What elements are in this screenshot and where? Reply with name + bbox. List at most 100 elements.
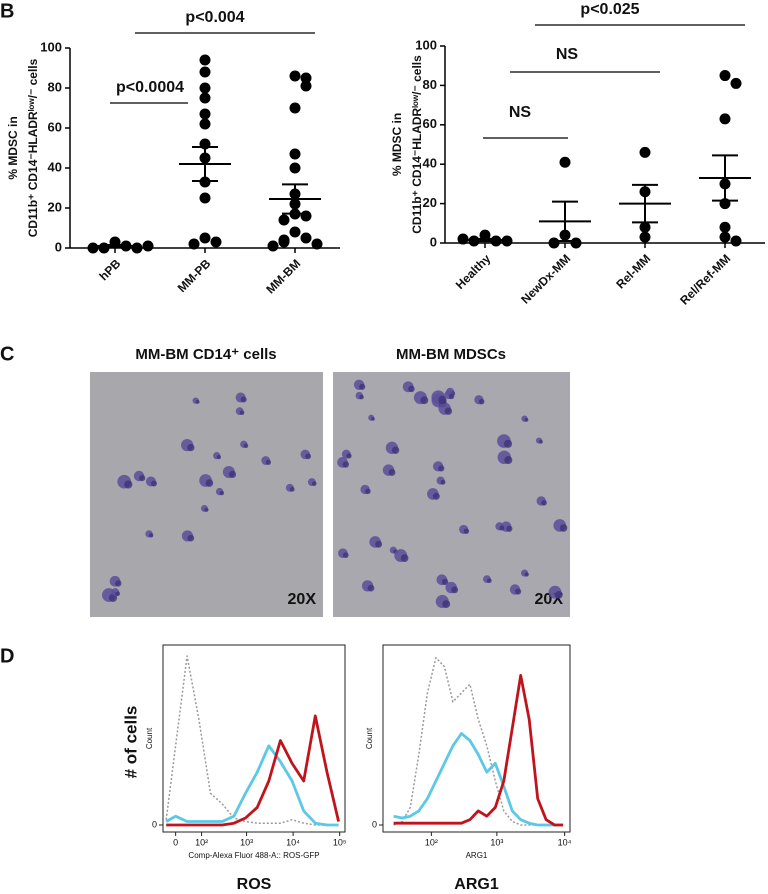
y-axis-label: % MDSC in <box>6 116 20 179</box>
significance-label: p<0.025 <box>580 1 639 18</box>
data-point <box>300 232 312 244</box>
x-axis-label: Comp-Alexa Fluor 488-A:: ROS-GFP <box>188 851 319 860</box>
cell <box>305 453 311 460</box>
panel-label: D <box>0 645 14 667</box>
data-point <box>278 236 290 248</box>
data-point <box>300 72 312 84</box>
data-point <box>300 210 312 222</box>
y-tick-label: 20 <box>423 195 437 210</box>
cell <box>205 479 214 487</box>
data-point <box>719 70 731 82</box>
x-tick-label: 10³ <box>240 837 253 847</box>
data-point <box>199 192 211 204</box>
data-point <box>199 108 211 120</box>
cell <box>359 394 364 400</box>
cell <box>216 454 222 460</box>
micrograph <box>90 372 323 617</box>
significance-label: NS <box>509 104 532 121</box>
x-tick-label: 10² <box>195 837 208 847</box>
y-tick-label: 20 <box>48 199 62 214</box>
cell <box>524 572 529 577</box>
magnification: 20X <box>288 591 317 608</box>
data-point <box>300 80 312 92</box>
data-point <box>719 231 731 243</box>
micrograph-title: MM-BM CD14⁺ cells <box>135 346 276 363</box>
cell <box>124 480 133 489</box>
cell <box>115 591 121 597</box>
cell <box>442 600 451 609</box>
micrograph-title: MM-BM MDSCs <box>396 346 506 363</box>
cell <box>504 456 513 465</box>
cell <box>239 410 245 416</box>
x-tick-label: Healthy <box>453 251 494 292</box>
plot-frame <box>162 644 346 833</box>
y-tick-label: 0 <box>152 819 157 829</box>
cell <box>555 590 563 599</box>
y-tick-label: 0 <box>55 239 62 254</box>
cell <box>438 465 445 472</box>
data-point <box>730 77 742 89</box>
significance-label: p<0.004 <box>185 9 244 26</box>
y-tick-label: 60 <box>423 116 437 131</box>
y-tick-label: 40 <box>48 159 62 174</box>
x-tick-label: 10⁴ <box>286 837 300 847</box>
x-tick-label: hPB <box>96 256 123 283</box>
cell <box>367 584 375 592</box>
cell <box>408 385 415 393</box>
cell <box>541 500 547 506</box>
cell <box>187 534 195 542</box>
data-point <box>730 235 742 247</box>
data-point <box>199 118 211 130</box>
data-point <box>131 242 143 254</box>
data-point <box>639 231 651 243</box>
cell <box>478 398 485 405</box>
cell <box>311 481 317 486</box>
cell <box>400 554 409 562</box>
data-point <box>289 226 301 238</box>
cell <box>219 490 225 496</box>
cell <box>204 507 209 512</box>
cell <box>265 459 271 465</box>
x-tick-label: 0 <box>173 837 178 847</box>
cell <box>503 439 513 448</box>
significance-label: NS <box>556 46 579 63</box>
cell <box>440 479 446 485</box>
micrograph <box>333 372 570 617</box>
x-tick-label: Rel/Ref-MM <box>677 251 733 307</box>
histogram-line <box>165 655 339 826</box>
cell <box>444 407 453 415</box>
x-tick-label: MM-BM <box>263 256 303 296</box>
data-point <box>289 148 301 160</box>
x-tick-label: NewDx-MM <box>518 251 573 306</box>
cell <box>228 470 237 479</box>
data-point <box>142 240 154 252</box>
y-tick-label: 0 <box>430 234 437 249</box>
cell <box>463 528 470 534</box>
data-point <box>639 146 651 158</box>
cell <box>375 540 383 548</box>
x-tick-label: 10⁵ <box>333 837 347 847</box>
cell <box>371 417 375 421</box>
y-tick-label: 60 <box>48 119 62 134</box>
data-point <box>311 238 323 250</box>
cell <box>149 533 154 538</box>
data-point <box>570 237 582 249</box>
significance-label: p<0.0004 <box>116 79 184 96</box>
y-axis-label: Count <box>145 727 154 749</box>
y-axis-label: Count <box>365 727 374 749</box>
cell <box>243 443 249 448</box>
data-point <box>210 236 222 248</box>
cell <box>499 525 505 531</box>
cell <box>448 393 455 400</box>
cell <box>451 586 459 594</box>
histogram-line <box>393 732 564 827</box>
cell <box>289 487 295 492</box>
data-point <box>559 156 571 168</box>
data-point <box>719 113 731 125</box>
cell <box>346 453 352 459</box>
cell <box>438 395 447 405</box>
y-tick-label: 100 <box>40 39 62 54</box>
cell <box>150 480 157 487</box>
y-axis-label: CD11b⁺ CD14⁻HLADRˡᵒʷ/⁻ cells <box>26 58 40 237</box>
x-axis-label: ARG1 <box>466 851 488 860</box>
